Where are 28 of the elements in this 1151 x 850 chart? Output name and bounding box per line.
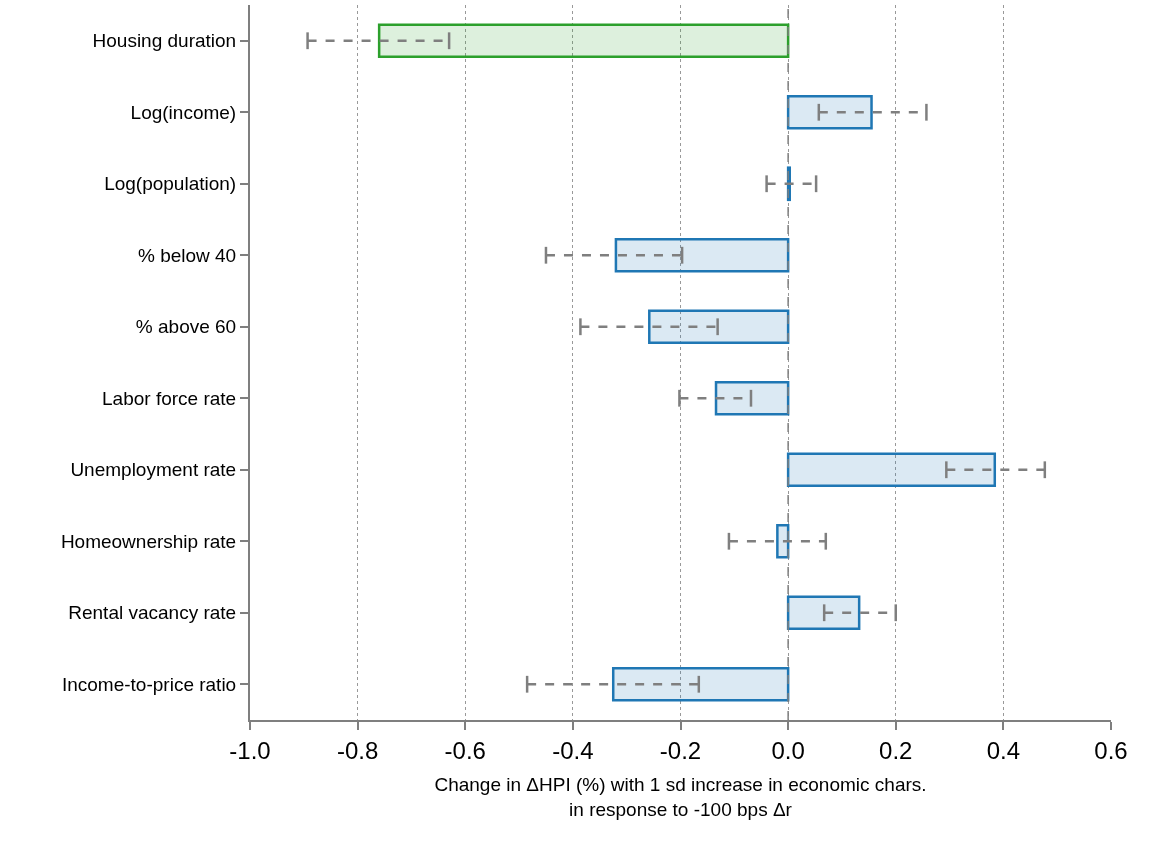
bar [614, 237, 790, 273]
x-tick-label: -0.6 [444, 736, 486, 764]
x-tick-label: -1.0 [229, 736, 271, 764]
y-tick-label: Unemployment rate [70, 459, 237, 481]
bar [377, 23, 790, 59]
y-tick-label: Log(income) [130, 101, 237, 123]
x-tick-label: 0.4 [986, 736, 1021, 764]
x-tick-label: -0.8 [336, 736, 379, 764]
bar [786, 452, 997, 488]
y-tick-label: % below 40 [137, 244, 237, 266]
bar [714, 380, 790, 416]
x-tick-label: 0.0 [771, 736, 805, 764]
y-tick-label: Rental vacancy rate [68, 602, 237, 624]
x-tick-label: -0.2 [659, 736, 702, 764]
bar [611, 666, 790, 702]
x-tick-label: 0.2 [879, 736, 913, 764]
x-tick-label: -0.4 [552, 736, 594, 764]
x-tick-label: 0.6 [1094, 736, 1128, 764]
y-tick-label: Log(population) [104, 173, 237, 195]
y-tick-label: % above 60 [135, 316, 237, 338]
bar [786, 94, 873, 130]
y-tick-label: Homeownership rate [60, 530, 237, 552]
x-axis-title: Change in ΔHPI (%) with 1 sd increase in economic chars. in response to -100 bps Δr [434, 774, 927, 820]
y-tick-label: Housing duration [92, 30, 237, 52]
bar [786, 595, 861, 631]
bar [648, 309, 790, 345]
y-tick-label: Labor force rate [102, 387, 237, 409]
y-tick-label: Income-to-price ratio [61, 673, 237, 695]
